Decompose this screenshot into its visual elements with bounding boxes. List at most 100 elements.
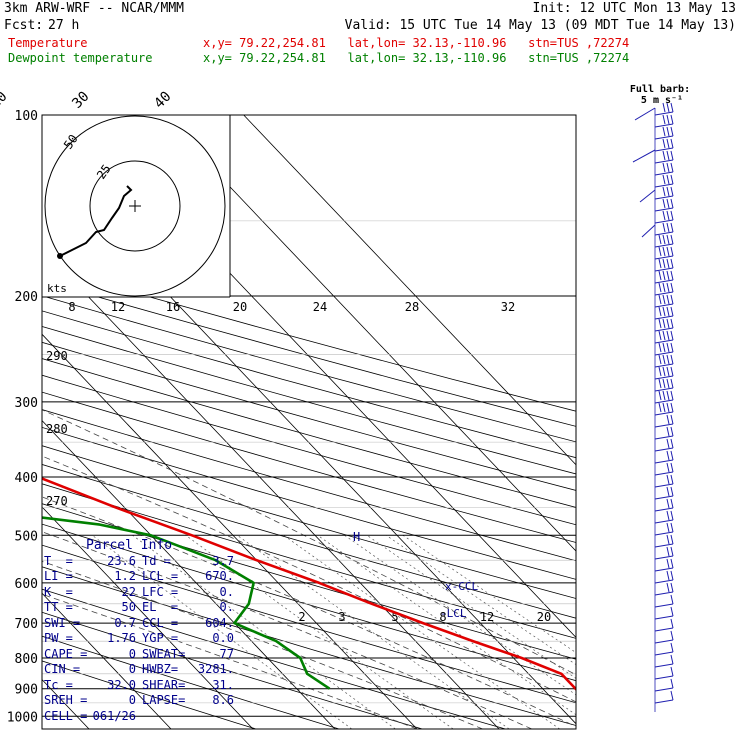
- barb-feather: [670, 210, 674, 221]
- barb-feather: [666, 486, 670, 497]
- barb-shaft: [654, 543, 674, 548]
- wind-barb: [654, 366, 674, 380]
- barb-shaft: [654, 111, 674, 116]
- barb-feather: [670, 462, 674, 473]
- parcel-field-label: SREH =: [44, 693, 88, 707]
- wind-barb: [654, 390, 674, 404]
- wind-barb: [654, 198, 674, 212]
- wind-barb: [654, 162, 674, 176]
- parcel-field-label: LI =: [44, 569, 73, 583]
- pressure-label: 300: [15, 396, 38, 411]
- barb-feather: [670, 558, 674, 569]
- barb-feather: [662, 390, 666, 401]
- mixing-ratio-line: [237, 535, 510, 729]
- barb-feather: [670, 426, 674, 437]
- barb-feather: [666, 138, 670, 149]
- pressure-label: 800: [15, 652, 38, 667]
- mixing-ratio-label: 16: [166, 300, 180, 314]
- dry-adiabat-line: [42, 445, 576, 599]
- wind-barb: [654, 618, 674, 632]
- ccl-annotation: x-CCL: [445, 580, 478, 593]
- wind-barb: [654, 294, 674, 308]
- isotherm-line: [42, 592, 172, 729]
- barb-feather: [662, 162, 666, 173]
- barb-shaft: [654, 339, 674, 344]
- barb-feather: [662, 258, 666, 269]
- barb-feather: [666, 342, 670, 353]
- barb-shaft: [654, 195, 674, 200]
- barb-feather: [666, 222, 670, 233]
- mixing-ratio-label: 28: [405, 300, 419, 314]
- wind-barb: [654, 654, 674, 668]
- wind-barb: [654, 342, 674, 356]
- barb-feather: [666, 246, 670, 257]
- pressure-label: 200: [15, 290, 38, 305]
- wind-barb: [654, 258, 674, 272]
- barb-shaft: [654, 411, 674, 416]
- barb-shaft: [654, 627, 674, 632]
- mixing-ratio-line: [366, 535, 576, 679]
- barb-feather: [666, 234, 670, 245]
- mixing-ratio-label: 12: [111, 300, 125, 314]
- barb-feather: [658, 282, 662, 293]
- barb-feather: [641, 224, 656, 238]
- barb-shaft: [654, 219, 674, 224]
- mixing-ratio-line: [317, 535, 576, 716]
- barb-feather: [670, 246, 674, 257]
- parcel-field-value: 0.7: [114, 615, 136, 630]
- barb-shaft: [654, 435, 674, 440]
- dry-adiabat-line: [42, 503, 576, 660]
- barb-feather: [662, 150, 666, 161]
- wind-barb: [654, 234, 674, 248]
- barb-feather: [670, 102, 674, 113]
- barb-feather: [662, 306, 666, 317]
- barb-shaft: [654, 495, 674, 500]
- moist-adiabat-line: [42, 455, 576, 703]
- hodograph-endpoint: [57, 253, 63, 259]
- wind-barb: [654, 690, 674, 704]
- barb-feather: [666, 354, 670, 365]
- barb-feather: [658, 390, 662, 401]
- dry-adiabat-line: [42, 295, 576, 443]
- barb-shaft: [654, 615, 674, 620]
- barb-feather: [666, 258, 670, 269]
- parcel-info-title: Parcel Info: [86, 538, 173, 553]
- barb-shaft: [654, 531, 674, 536]
- hodograph-unit: kts: [47, 282, 67, 295]
- parcel-info-panel: Parcel Info T = 23.6 Td = 3.7 LI = 1.2 LCL = 67…: [44, 538, 234, 724]
- wind-barb: [654, 462, 674, 476]
- temperature-legend: Temperature: [8, 36, 88, 50]
- barb-feather: [670, 222, 674, 233]
- barb-feather: [666, 546, 670, 557]
- mixing-ratio-label: 5: [391, 610, 398, 624]
- mixing-ratio-line: [92, 535, 353, 729]
- barb-feather: [662, 174, 666, 185]
- parcel-row: T = 23.6 Td = 3.7: [44, 554, 234, 570]
- barb-feather: [658, 318, 662, 329]
- barb-feather: [670, 582, 674, 593]
- valid-time: Valid: 15 UTC Tue 14 May 13 (09 MDT Tue …: [344, 18, 736, 33]
- wind-barb: [654, 402, 674, 416]
- barb-feather: [658, 330, 662, 341]
- parcel-field-value: 31.: [212, 677, 234, 692]
- parcel-field-label: HWBZ=: [142, 662, 179, 676]
- mixing-ratio-line: [386, 535, 576, 666]
- barb-feather: [670, 138, 674, 149]
- temperature-profile: [42, 477, 576, 692]
- barb-feather: [670, 378, 674, 389]
- wind-barb: [654, 138, 674, 152]
- wind-barb: [654, 498, 674, 512]
- barb-feather: [670, 618, 674, 629]
- barb-feather: [662, 294, 666, 305]
- wind-barb: [654, 210, 674, 224]
- wind-barb: [654, 126, 674, 140]
- barb-feather: [658, 270, 662, 281]
- isotherm-line: [0, 115, 7, 729]
- barb-feather: [670, 306, 674, 317]
- barb-feather: [670, 402, 674, 413]
- barb-shaft: [654, 579, 674, 584]
- moist-adiabat-line: [42, 560, 483, 729]
- wind-barb: [654, 270, 674, 284]
- parcel-field-value: 604.: [205, 615, 234, 630]
